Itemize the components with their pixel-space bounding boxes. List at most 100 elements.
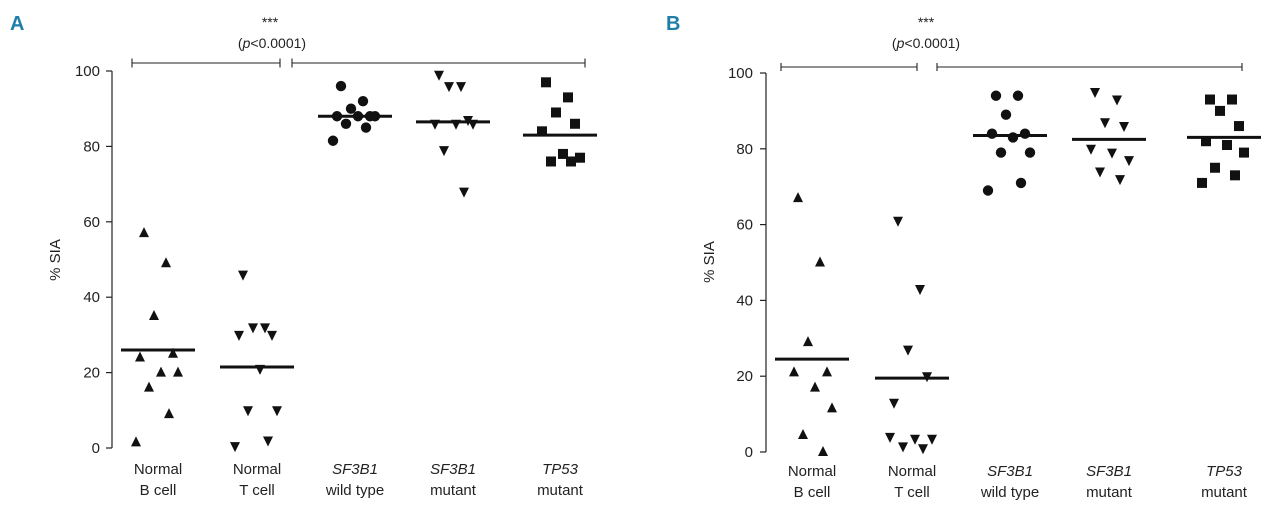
panel-b-data-point [1230,170,1240,181]
panel-a-data-point [135,351,145,362]
panel-b-letter: B [666,13,680,35]
panel-a-data-point [541,77,551,88]
panel-a-data-point [327,135,339,146]
panel-a-category-label-line1: Normal [233,461,281,478]
panel-a-y-tick-label: 0 [92,440,100,457]
panel-a-data-point [260,323,270,334]
panel-a-category-label-line1: Normal [134,461,182,478]
panel-b-data-point [1234,121,1244,132]
panel-b-data-point [915,285,925,296]
panel-b-category-label-line2: B cell [794,484,831,501]
panel-a-significance-bracket-2 [291,58,586,68]
panel-a-significance-bracket-1 [131,58,281,68]
panel-b-data-point [1222,140,1232,151]
panel-a-category-label-line1: TP53 [542,461,579,478]
panel-a-data-point [161,257,171,268]
panel-b-y-tick-label: 80 [736,141,753,158]
panel-b-p-value: (p<0.0001) [892,35,960,51]
panel-b-significance-stars: *** [918,14,935,30]
panel-a-data-point [272,406,282,417]
panel-b-data-point [1012,90,1024,101]
panel-b-data-point [910,434,920,445]
panel-a-y-tick-label: 40 [83,289,100,306]
panel-a-category-label-line2: mutant [537,482,584,499]
panel-b-category-label-line2: T cell [894,484,930,501]
panel-b-data-point [1007,132,1019,143]
panel-b-significance-bracket-2 [936,63,1243,71]
panel-b-data-point [1019,128,1031,139]
panel-a-data-point [144,381,154,392]
panel-a-data-point [439,146,449,157]
panel-b-data-point [1210,162,1220,173]
panel-b-data-point [827,402,837,413]
panel-a-data-point [566,156,576,167]
panel-a-data-point [243,406,253,417]
panel-a-data-point [156,366,166,377]
panel-a: A % SIA *** (p<0.0001) 0 20 40 60 80 100 Norma… [10,13,597,499]
panel-b-y-axis-title: % SIA [701,241,718,283]
panel-b-data-point [889,398,899,409]
panel-a-p-value: (p<0.0001) [238,35,306,51]
panel-a-data-point [537,126,547,137]
panel-b-y-tick-label: 100 [728,65,753,82]
panel-b-data-point [986,128,998,139]
panel-a-data-point [357,95,369,107]
panel-b-data-point [798,428,808,439]
panel-a-data-point [149,310,159,321]
panel-b-data-point [1124,156,1134,167]
panel-b-data-point [818,446,828,456]
panel-a-y-tick-label: 100 [75,63,100,80]
panel-b-data-point [1115,175,1125,186]
panel-a-category-label-line1: SF3B1 [332,461,378,478]
panel-b-data-point [822,366,832,377]
panel-a-data-point [230,442,240,453]
panel-b-data-point [1197,177,1207,188]
panel-a-data-point [168,347,178,358]
panel-a-data-point [570,118,580,129]
panel-b-y-tick-label: 0 [745,444,753,461]
panel-a-data-point [173,366,183,377]
panel-b-data-point [995,147,1007,158]
panel-a-data-point [267,330,277,341]
panel-a-letter: A [10,13,24,35]
panel-b-y-tick-label: 20 [736,368,753,385]
panel-a-data-point [575,152,585,163]
panel-b-category-label-line2: mutant [1201,484,1248,501]
panel-b-data-point [1201,136,1211,147]
panel-a-data-point [360,122,372,133]
panel-b-y-tick-label: 60 [736,217,753,234]
panel-b-category-label-line1: TP53 [1206,463,1243,480]
panel-b-category-label-line1: SF3B1 [1086,463,1132,480]
panel-a-data-point [234,330,244,341]
panel-b-data-point [903,345,913,356]
panel-a-y-tick-label: 60 [83,214,100,231]
panel-b-significance-bracket-1 [780,63,918,71]
panel-b-category-label-line1: SF3B1 [987,463,1033,480]
panel-b-data-point [803,336,813,347]
panel-b-data-point [1227,94,1237,105]
panel-a-data-point [456,82,466,93]
panel-a-data-point [459,187,469,198]
panel-b-data-point [1215,105,1225,116]
panel-b-data-point [1015,177,1027,189]
panel-b-data-point [1112,95,1122,106]
panel-a-data-point [563,92,573,103]
panel-a-y-tick-label: 20 [83,365,100,382]
panel-a-data-point [345,103,357,114]
panel-a-y-tick-label: 80 [83,138,100,155]
panel-b-category-label-line1: Normal [788,463,836,480]
panel-b-data-point [810,381,820,392]
panel-a-data-point [139,227,149,238]
panel-a-significance-stars: *** [262,14,279,30]
panel-a-category-label-line2: mutant [430,482,477,499]
panel-a-data-point [335,80,347,92]
panel-b-category-label-line1: Normal [888,463,936,480]
panel-b-data-point [1239,147,1249,158]
panel-b-y-tick-label: 40 [736,292,753,309]
panel-b-data-point [1095,167,1105,178]
panel-a-data-point [434,70,444,81]
panel-a-data-point [164,408,174,419]
panel-b-data-point [1119,122,1129,133]
panel-b-data-point [1086,144,1096,155]
